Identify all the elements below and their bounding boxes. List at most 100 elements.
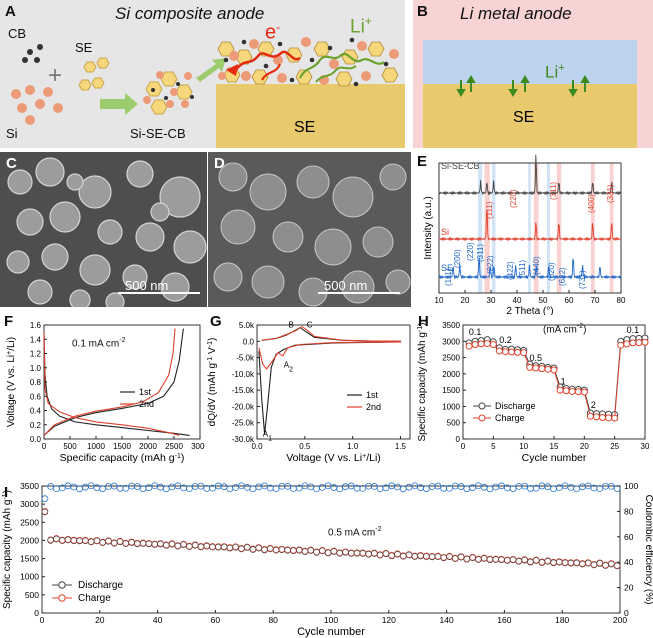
charge-point bbox=[197, 543, 205, 550]
si-plane-label: (400) bbox=[587, 194, 596, 213]
charge-point bbox=[347, 549, 355, 557]
charge-point bbox=[128, 538, 135, 546]
charge-point bbox=[469, 553, 477, 561]
efficiency-point bbox=[579, 483, 586, 491]
text-part: A bbox=[284, 360, 290, 369]
y2-tick-label: 100 bbox=[624, 481, 638, 491]
xrd-trace-si-se-cb bbox=[438, 154, 622, 196]
x-tick-label: 60 bbox=[565, 296, 574, 305]
se-label-small: SE bbox=[75, 40, 93, 55]
si-plane-label: (220) bbox=[509, 189, 518, 208]
charge-point bbox=[336, 549, 344, 557]
point-charge bbox=[592, 413, 600, 421]
efficiency-point bbox=[394, 483, 401, 491]
y-axis-label: Voltage (V vs. Li+/Li) bbox=[6, 337, 18, 427]
x-axis-label: 2 Theta (°) bbox=[506, 306, 553, 315]
charge-point bbox=[567, 559, 575, 566]
point-charge bbox=[641, 338, 649, 346]
text-part: 1 bbox=[268, 435, 272, 442]
y-tick-label: 0.0 bbox=[243, 337, 255, 346]
charge-point bbox=[214, 543, 222, 551]
si-se-cb-cluster bbox=[143, 71, 194, 115]
se-plane-label: (422) bbox=[506, 261, 515, 280]
rate-label: 0.5 bbox=[530, 353, 543, 363]
li-ion-arrows bbox=[456, 75, 590, 97]
se-plane-label: (440) bbox=[532, 256, 541, 275]
panel-letter-d: D bbox=[214, 155, 225, 172]
legend-charge: Charge bbox=[495, 413, 525, 423]
text-part: -1 bbox=[2, 493, 9, 499]
charge-point bbox=[399, 552, 407, 560]
se-plane-label: (622) bbox=[558, 267, 567, 286]
y-tick-label: 1500 bbox=[442, 386, 460, 395]
text-part: Specific capacity (mAh g bbox=[60, 452, 175, 464]
y-tick-label: -10.0k bbox=[232, 370, 255, 379]
y-tick-label: 1.0 bbox=[30, 364, 42, 373]
curve-1st-discharge bbox=[43, 332, 190, 436]
charge-point bbox=[157, 540, 164, 547]
charge-point bbox=[555, 558, 563, 566]
efficiency-point bbox=[53, 485, 60, 493]
charge-point bbox=[365, 550, 372, 558]
charge-point bbox=[238, 545, 245, 552]
y-tick-label: -25.0k bbox=[232, 419, 255, 428]
charge-point bbox=[584, 559, 592, 567]
charge-point bbox=[590, 560, 598, 568]
efficiency-point bbox=[347, 482, 355, 490]
y-tick-label: 3500 bbox=[20, 481, 39, 491]
x-tick-label: 1000 bbox=[87, 442, 105, 451]
rate-label: 1 bbox=[561, 376, 566, 386]
charge-point bbox=[411, 552, 419, 560]
x-tick-label: 5 bbox=[491, 442, 496, 451]
efficiency-point bbox=[330, 484, 338, 491]
chart-i-cycling: 0 20 40 60 80 100 120 140 160 180 2000500100015002… bbox=[2, 481, 653, 638]
charge-point bbox=[422, 552, 430, 560]
x-axis-label: Cycle number bbox=[522, 452, 587, 464]
panel-letter-f: F bbox=[4, 313, 14, 330]
y-tick-label: 0 bbox=[456, 435, 461, 444]
charge-point bbox=[388, 551, 396, 559]
efficiency-point bbox=[573, 485, 581, 493]
text-part: Voltage (V vs. Li bbox=[6, 355, 17, 427]
electron-label: e- bbox=[265, 20, 281, 44]
electron-path bbox=[234, 50, 301, 71]
efficiency-point bbox=[446, 484, 453, 492]
y-tick-label: 3000 bbox=[20, 499, 39, 509]
y-tick-label: 1000 bbox=[442, 402, 460, 411]
cb-label: CB bbox=[8, 26, 27, 41]
rate-label: 0.1 bbox=[627, 325, 640, 335]
panel-letter-i: I bbox=[4, 484, 9, 501]
charge-point bbox=[168, 540, 176, 548]
charge-point bbox=[503, 556, 511, 564]
charge-point bbox=[47, 536, 55, 544]
charge-point bbox=[330, 547, 338, 555]
charge-point bbox=[110, 539, 118, 547]
charge-point bbox=[58, 536, 66, 544]
rate-label: 0.2 bbox=[499, 335, 512, 345]
efficiency-point bbox=[509, 485, 517, 492]
efficiency-point bbox=[139, 485, 147, 493]
se-plane-label: (220) bbox=[466, 242, 475, 261]
y-tick-label: 1.6 bbox=[30, 321, 42, 330]
charge-point bbox=[486, 555, 494, 563]
x-tick-label: 20 bbox=[580, 442, 589, 451]
charge-point bbox=[382, 549, 390, 557]
efficiency-point bbox=[498, 482, 505, 490]
charge-point bbox=[64, 536, 72, 543]
sem-image-c bbox=[0, 152, 207, 307]
peak-label-a1: A1 bbox=[263, 429, 272, 442]
efficiency-point bbox=[428, 483, 436, 490]
rate-label: 2 bbox=[591, 400, 596, 410]
efficiency-point bbox=[521, 482, 529, 490]
text-part: ) bbox=[2, 490, 13, 493]
point-charge bbox=[538, 365, 546, 373]
annotation-i: 0.5 mA cm-2 bbox=[328, 526, 382, 539]
panel-letter-b: B bbox=[417, 3, 428, 20]
legend-discharge-marker bbox=[58, 581, 66, 589]
efficiency-point bbox=[168, 483, 176, 491]
x-tick-label: 10 bbox=[435, 296, 444, 305]
point-charge bbox=[495, 347, 503, 355]
charge-point bbox=[550, 558, 557, 566]
arrow-composite bbox=[196, 58, 226, 82]
